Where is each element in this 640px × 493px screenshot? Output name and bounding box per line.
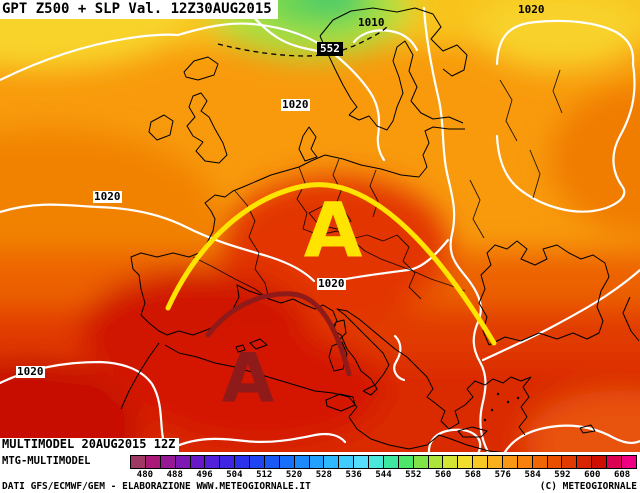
- colorbar-segment: [309, 456, 325, 468]
- colorbar-tick: 512: [256, 470, 273, 480]
- colorbar-tick: 480: [136, 470, 154, 480]
- pressure-label: 1020: [518, 3, 545, 16]
- colorbar-tick: 552: [405, 470, 422, 480]
- colorbar-tick: 488: [166, 470, 183, 480]
- colorbar-ticks: 480 488 496 504 512 520 528 536 544 552 560 568 576 5…: [130, 470, 637, 480]
- field-blobs: [0, 0, 640, 452]
- colorbar-segment: [190, 456, 206, 468]
- colorbar-segment: [369, 456, 384, 468]
- pressure-label: 1020: [16, 365, 45, 379]
- colorbar-segment: [339, 456, 355, 468]
- coastlines: [120, 7, 640, 452]
- colorbar-tick: 592: [554, 470, 571, 480]
- colorbar-segment: [502, 456, 518, 468]
- colorbar-segment: [562, 456, 578, 468]
- legend-footer: MTG-MULTIMODEL 480 488 496 504 512 520 528 536 5…: [0, 452, 640, 493]
- z500-552-contour: [217, 25, 389, 57]
- pressure-label: 1020: [317, 277, 346, 291]
- colorbar-segment: [220, 456, 236, 468]
- aegean-islands: [483, 392, 520, 422]
- colorbar-tick: 576: [494, 470, 511, 480]
- colorbar-segment: [145, 456, 161, 468]
- colorbar-segment: [205, 456, 221, 468]
- data-credits: DATI GFS/ECMWF/GEM - ELABORAZIONE WWW.ME…: [2, 481, 311, 492]
- colorbar-segment: [443, 456, 459, 468]
- chart-title: GPT Z500 + SLP Val. 12Z30AUG2015: [0, 0, 278, 19]
- colorbar-segment: [488, 456, 503, 468]
- colorbar-segment: [324, 456, 340, 468]
- colorbar-tick: 608: [613, 470, 631, 480]
- pressure-label: 1010: [358, 16, 385, 29]
- pressure-label: 1020: [281, 98, 310, 112]
- pressure-label: 552: [317, 42, 343, 57]
- colorbar-segment: [235, 456, 250, 468]
- colorbar-segment: [250, 456, 265, 468]
- colorbar-segment: [264, 456, 280, 468]
- high-pressure-symbol: A: [303, 185, 363, 275]
- colorbar-tick: 528: [315, 470, 332, 480]
- colorbar-segment: [473, 456, 488, 468]
- high-pressure-symbol: A: [221, 339, 275, 419]
- colorbar-tick: 504: [226, 470, 243, 480]
- colorbar-tick: 520: [285, 470, 303, 480]
- colorbar-segment: [413, 456, 429, 468]
- colorbar-segment: [428, 456, 444, 468]
- colorbar-segment: [517, 456, 533, 468]
- copyright: (C) METEOGIORNALE: [539, 481, 637, 492]
- colorbar-segment: [383, 456, 399, 468]
- colorbar-tick: 568: [464, 470, 482, 480]
- colorbar-tick: 544: [375, 470, 392, 480]
- legend-title: MTG-MULTIMODEL: [2, 455, 91, 467]
- colorbar-segment: [279, 456, 295, 468]
- colorbar-tick: 496: [196, 470, 213, 480]
- colorbar-segment: [398, 456, 414, 468]
- colorbar-tick: 536: [345, 470, 362, 480]
- colorbar-segment: [547, 456, 563, 468]
- colorbar-tick: 560: [435, 470, 452, 480]
- colorbar-tick: 600: [584, 470, 601, 480]
- model-run-label: MULTIMODEL 20AUG2015 12Z: [0, 437, 180, 452]
- colorbar-segment: [532, 456, 548, 468]
- colorbar-segment: [621, 456, 636, 468]
- colorbar-segment: [592, 456, 607, 468]
- colorbar-segment: [577, 456, 593, 468]
- colorbar-segment: [175, 456, 191, 468]
- map-canvas: [0, 0, 640, 452]
- colorbar-segment: [607, 456, 622, 468]
- pressure-label: 1020: [93, 190, 122, 204]
- colorbar-segment: [160, 456, 176, 468]
- colorbar-segment: [354, 456, 369, 468]
- colorbar: [130, 455, 637, 469]
- colorbar-segment: [294, 456, 310, 468]
- colorbar-segment: [131, 456, 146, 468]
- ridge-axis-secondary: [205, 291, 352, 377]
- colorbar-tick: 584: [524, 470, 541, 480]
- colorbar-segment: [458, 456, 474, 468]
- ridge-axis-primary: [165, 182, 497, 346]
